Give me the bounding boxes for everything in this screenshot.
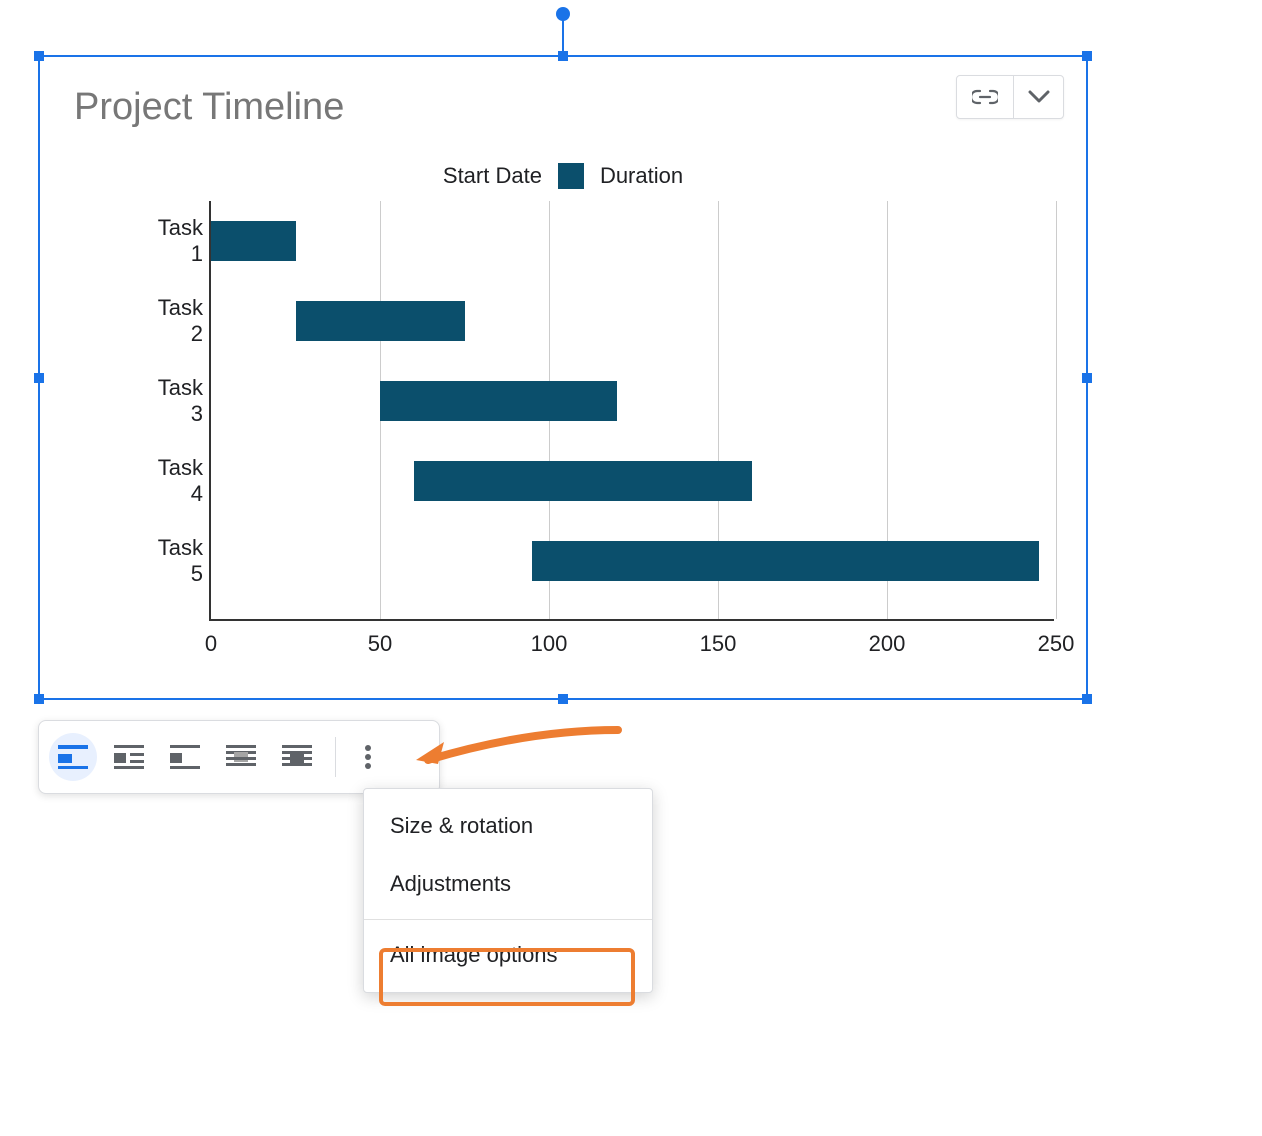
- gantt-bar: [380, 381, 617, 421]
- resize-handle-ml[interactable]: [34, 373, 44, 383]
- chart-legend: Start Date Duration: [44, 163, 1082, 189]
- wrap-behind-icon: [226, 745, 256, 769]
- link-icon: [972, 88, 998, 106]
- gantt-bar: [414, 461, 752, 501]
- resize-handle-tl[interactable]: [34, 51, 44, 61]
- annotation-arrow: [408, 720, 638, 780]
- chart-plot: 050100150200250Task 1Task 2Task 3Task 4T…: [209, 201, 1054, 621]
- menu-item-adjustments[interactable]: Adjustments: [364, 855, 652, 913]
- y-axis-label: Task 4: [143, 455, 203, 507]
- more-vertical-icon: [364, 744, 372, 770]
- chart-dropdown-button[interactable]: [1013, 76, 1063, 118]
- wrap-front-button[interactable]: [273, 733, 321, 781]
- legend-label: Start Date: [443, 163, 542, 189]
- resize-handle-tm[interactable]: [558, 51, 568, 61]
- chart-plot-area: 050100150200250Task 1Task 2Task 3Task 4T…: [144, 201, 1054, 621]
- chart-object[interactable]: Project Timeline Start Date Duration 050…: [44, 61, 1082, 694]
- more-options-button[interactable]: [344, 733, 392, 781]
- wrap-break-right-button[interactable]: [161, 733, 209, 781]
- y-axis-label: Task 2: [143, 295, 203, 347]
- resize-handle-bm[interactable]: [558, 694, 568, 704]
- legend-label: Duration: [600, 163, 683, 189]
- resize-handle-bl[interactable]: [34, 694, 44, 704]
- chevron-down-icon: [1028, 90, 1050, 104]
- y-axis-label: Task 1: [143, 215, 203, 267]
- chart-title: Project Timeline: [74, 86, 344, 129]
- wrap-front-icon: [282, 745, 312, 769]
- resize-handle-tr[interactable]: [1082, 51, 1092, 61]
- wrap-inline-icon: [58, 745, 88, 769]
- resize-handle-br[interactable]: [1082, 694, 1092, 704]
- image-options-menu: Size & rotation Adjustments All image op…: [363, 788, 653, 993]
- gantt-bar: [296, 301, 465, 341]
- x-axis-tick: 100: [531, 631, 568, 657]
- wrap-inline-button[interactable]: [49, 733, 97, 781]
- x-axis-tick: 50: [368, 631, 392, 657]
- grid-line: [1056, 201, 1057, 619]
- x-axis-tick: 250: [1038, 631, 1075, 657]
- image-toolbar: [38, 720, 440, 794]
- menu-item-size-rotation[interactable]: Size & rotation: [364, 797, 652, 855]
- x-axis-tick: 150: [700, 631, 737, 657]
- gantt-bar: [211, 221, 296, 261]
- y-axis-label: Task 5: [143, 535, 203, 587]
- menu-item-all-image-options[interactable]: All image options: [364, 926, 652, 984]
- chart-selection-frame[interactable]: Project Timeline Start Date Duration 050…: [38, 55, 1088, 700]
- toolbar-separator: [335, 737, 336, 777]
- menu-item-label: All image options: [390, 942, 558, 967]
- wrap-break-left-button[interactable]: [105, 733, 153, 781]
- x-axis-tick: 0: [205, 631, 217, 657]
- wrap-behind-button[interactable]: [217, 733, 265, 781]
- gantt-bar: [532, 541, 1039, 581]
- legend-swatch-duration: [558, 163, 584, 189]
- y-axis-label: Task 3: [143, 375, 203, 427]
- rotate-handle[interactable]: [556, 7, 570, 21]
- resize-handle-mr[interactable]: [1082, 373, 1092, 383]
- chart-link-button[interactable]: [957, 76, 1013, 118]
- chart-control-bar: [956, 75, 1064, 119]
- x-axis-tick: 200: [869, 631, 906, 657]
- wrap-break-right-icon: [170, 745, 200, 769]
- wrap-break-left-icon: [114, 745, 144, 769]
- menu-divider: [364, 919, 652, 920]
